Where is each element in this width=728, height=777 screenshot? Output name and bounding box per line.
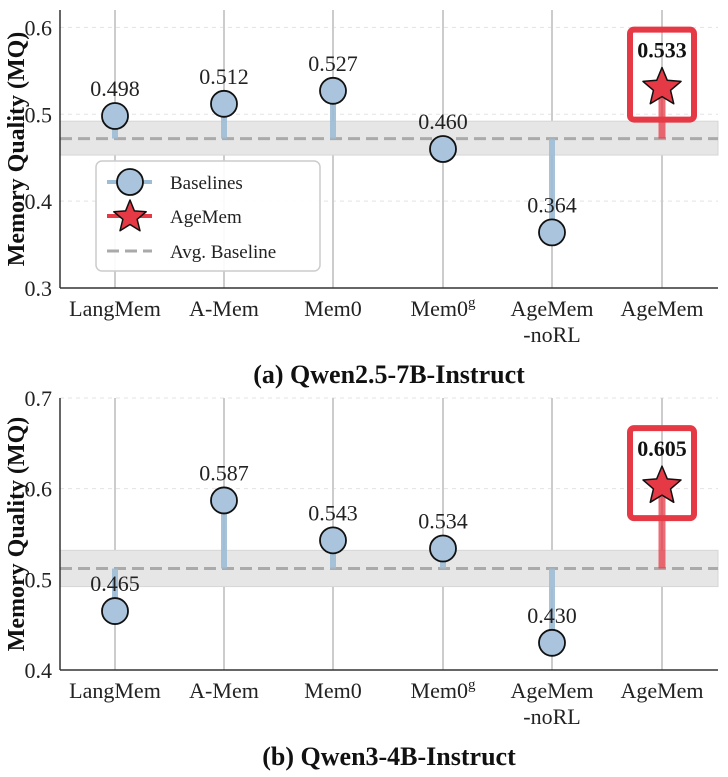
x-tick-label: Mem0: [304, 296, 361, 321]
x-tick-label-main: Mem0: [304, 296, 361, 321]
legend-baselines-label: Baselines: [170, 173, 243, 194]
agemem-value-label: 0.533: [637, 38, 687, 63]
x-tick-label-line2: -noRL: [523, 322, 580, 347]
baseline-value-label: 0.534: [418, 509, 468, 534]
legend-agemem-marker: [113, 199, 147, 232]
baseline-point: [101, 102, 129, 130]
y-tick-label: 0.3: [25, 276, 53, 301]
baseline-value-label: 0.498: [90, 76, 140, 101]
baseline-value-label: 0.364: [527, 192, 577, 217]
x-tick-label-main: LangMem: [69, 296, 161, 321]
y-tick-label: 0.6: [25, 15, 53, 40]
baseline-point: [538, 218, 566, 247]
legend-avg-label: Avg. Baseline: [170, 242, 276, 263]
legend-agemem-label: AgeMem: [170, 207, 242, 228]
x-tick-label: AgeMem: [620, 296, 703, 321]
baseline-value-label: 0.527: [308, 51, 358, 76]
agemem-star-marker: [642, 66, 682, 105]
baseline-value-label: 0.587: [199, 460, 249, 485]
baseline-point: [210, 486, 238, 515]
baseline-point: [429, 534, 457, 563]
y-tick-label: 0.6: [25, 477, 53, 502]
baseline-point: [319, 526, 347, 555]
x-tick-label: Mem0g: [411, 677, 476, 703]
legend-baseline-marker: [116, 168, 144, 196]
agemem-highlight-box: [627, 26, 697, 123]
x-tick-label-main: Mem0: [411, 296, 468, 321]
x-tick-label: AgeMem: [510, 296, 593, 321]
baseline-value-label: 0.465: [90, 571, 140, 596]
x-tick-label-main: A-Mem: [189, 296, 259, 321]
chart-panel-1: 0.3 0.4 0.5 0.6 0.498 0.512 0.527 0.460 0.364 0.5…: [4, 10, 719, 389]
baseline-point: [538, 628, 566, 657]
baseline-value-label: 0.543: [308, 500, 358, 525]
chart-legend: Baselines AgeMem Avg. Baseline: [95, 160, 321, 272]
x-tick-label: A-Mem: [189, 678, 259, 703]
baseline-value-label: 0.460: [418, 109, 468, 134]
x-tick-label-main: LangMem: [69, 678, 161, 703]
x-tick-label-main: Mem0: [411, 678, 468, 703]
y-tick-label: 0.5: [25, 102, 53, 127]
baseline-point: [319, 76, 347, 105]
baseline-value-label: 0.512: [199, 64, 249, 89]
y-tick-label: 0.5: [25, 567, 53, 592]
agemem-value-label: 0.605: [637, 436, 687, 461]
x-tick-label-main: AgeMem: [510, 678, 593, 703]
x-tick-label: AgeMem: [620, 678, 703, 703]
baseline-point: [429, 135, 457, 163]
y-axis-label: Memory Quality (MQ): [4, 32, 30, 267]
x-tick-label-main: A-Mem: [189, 678, 259, 703]
baseline-point: [210, 89, 238, 118]
x-tick-label: Mem0: [304, 678, 361, 703]
baseline-point: [101, 597, 129, 625]
x-tick-label-main: AgeMem: [620, 296, 703, 321]
x-tick-label: AgeMem: [510, 678, 593, 703]
y-axis-label: Memory Quality (MQ): [4, 417, 30, 652]
x-tick-label: A-Mem: [189, 296, 259, 321]
chart-caption: (a) Qwen2.5-7B-Instruct: [253, 360, 525, 389]
x-tick-label-sup: g: [468, 295, 476, 311]
y-tick-label: 0.4: [25, 189, 53, 214]
chart-panel-2: 0.4 0.5 0.6 0.7 0.465 0.587 0.543 0.534 0.430 0.6…: [4, 386, 719, 771]
chart-caption: (b) Qwen3-4B-Instruct: [262, 742, 516, 771]
x-tick-label-main: AgeMem: [620, 678, 703, 703]
x-tick-label-line2: -noRL: [523, 704, 580, 729]
y-tick-label: 0.4: [25, 658, 53, 683]
x-tick-label-main: AgeMem: [510, 296, 593, 321]
agemem-highlight-box: [627, 425, 697, 522]
legend-box: [95, 160, 321, 272]
agemem-star-marker: [642, 465, 682, 504]
baseline-value-label: 0.430: [527, 603, 577, 628]
x-tick-label: LangMem: [69, 678, 161, 703]
x-tick-label-main: Mem0: [304, 678, 361, 703]
x-tick-label-sup: g: [468, 677, 476, 693]
x-tick-label: Mem0g: [411, 295, 476, 321]
x-tick-label: LangMem: [69, 296, 161, 321]
y-tick-label: 0.7: [25, 386, 53, 411]
